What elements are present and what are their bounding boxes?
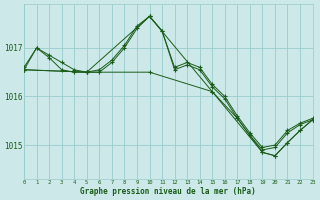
X-axis label: Graphe pression niveau de la mer (hPa): Graphe pression niveau de la mer (hPa) <box>80 187 256 196</box>
